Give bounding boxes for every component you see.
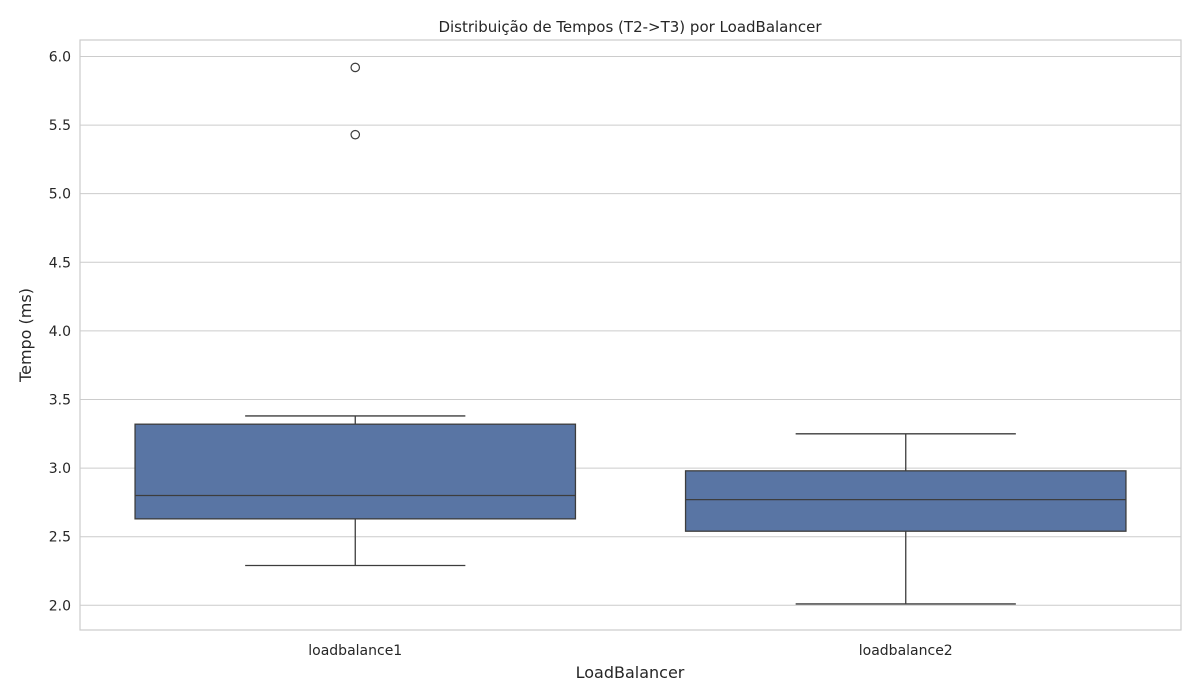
chart-title: Distribuição de Tempos (T2->T3) por Load…: [438, 18, 822, 36]
y-tick-label: 2.5: [49, 530, 71, 546]
y-axis: 2.0 2.5 3.0 3.5 4.0 4.5 5.0 5.5 6.0: [49, 49, 71, 614]
y-tick-label: 4.5: [49, 255, 71, 271]
iqr-box: [134, 423, 577, 520]
y-tick-label: 4.0: [49, 324, 71, 340]
x-tick-label: loadbalance2: [859, 643, 953, 659]
iqr-box: [684, 470, 1127, 532]
box-loadbalance1: [134, 62, 577, 567]
y-tick-label: 5.0: [49, 187, 71, 203]
y-tick-label: 2.0: [49, 598, 71, 614]
x-axis-label: LoadBalancer: [576, 663, 685, 682]
outlier-point: [350, 62, 361, 73]
x-tick-label: loadbalance1: [308, 643, 402, 659]
y-tick-label: 6.0: [49, 49, 71, 65]
y-tick-label: 5.5: [49, 118, 71, 134]
y-axis-label: Tempo (ms): [16, 288, 35, 383]
plot-area: [134, 62, 1127, 605]
y-tick-label: 3.0: [49, 461, 71, 477]
plot-frame: [79, 39, 1182, 631]
y-tick-label: 3.5: [49, 392, 71, 408]
x-axis: loadbalance1 loadbalance2: [308, 643, 952, 659]
box-loadbalance2: [684, 433, 1127, 605]
outlier-point: [350, 129, 361, 140]
